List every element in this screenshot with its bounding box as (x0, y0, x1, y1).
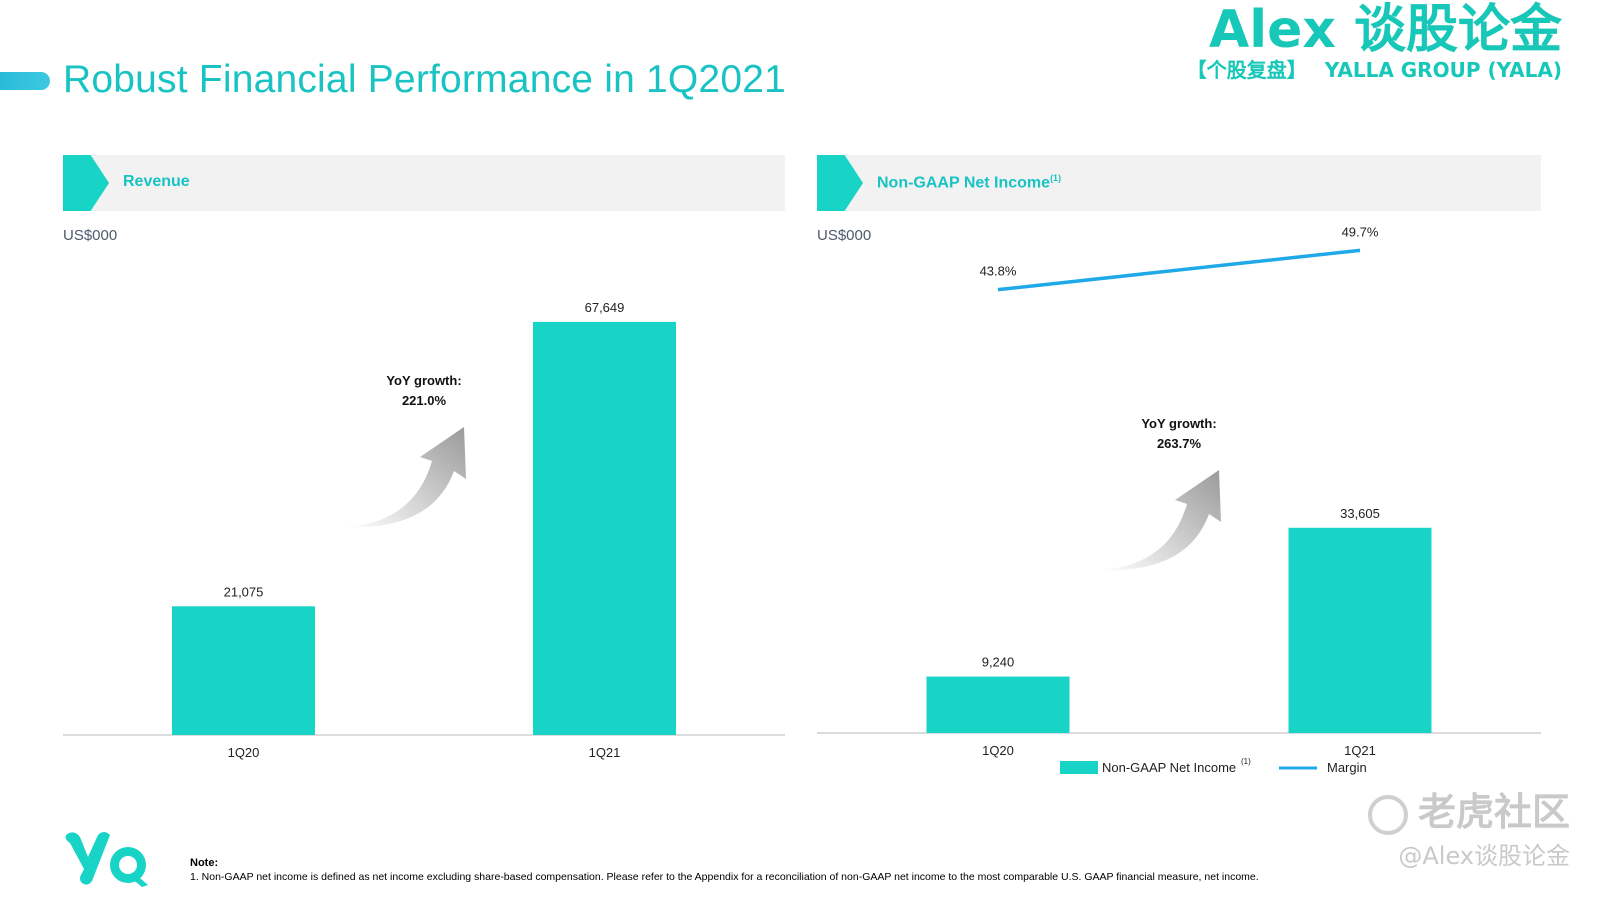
growth-arrow-icon (344, 427, 466, 528)
x-tick-label: 1Q21 (589, 745, 621, 760)
revenue-chart: 21,075 1Q20 67,649 1Q21 YoY growth: 221.0% (63, 300, 785, 760)
bar-value-label: 9,240 (982, 655, 1015, 670)
bar-1Q21 (533, 321, 676, 735)
legend-bar-swatch (1060, 761, 1098, 774)
revenue-panel-header: Revenue (63, 155, 785, 211)
footnote-text: 1. Non-GAAP net income is defined as net… (190, 871, 1259, 883)
chevron-icon (63, 155, 109, 211)
watermark-line2: @Alex谈股论金 (1398, 841, 1570, 870)
tiger-community-icon (1367, 794, 1408, 835)
x-tick-label: 1Q21 (1344, 743, 1376, 758)
revenue-unit-label: US$000 (63, 227, 118, 244)
brand-name: Alex 谈股论金 (1209, 0, 1562, 60)
yoy-growth-value: 263.7% (1157, 436, 1202, 451)
brand-subtitle-left: 【个股复盘】 (1186, 58, 1307, 82)
net-income-panel-header: Non-GAAP Net Income(1) (817, 155, 1541, 211)
brand-block: Alex 谈股论金 【个股复盘】 YALLA GROUP (YALA) (1169, 2, 1562, 82)
x-tick-label: 1Q20 (228, 745, 260, 760)
chevron-icon (817, 155, 863, 211)
bar-1Q20 (172, 606, 315, 735)
bar-value-label: 21,075 (224, 584, 264, 599)
yoy-growth-label: YoY growth: (386, 373, 461, 388)
watermark-line1: 老虎社区 (1417, 790, 1570, 834)
legend-line-label: Margin (1327, 760, 1367, 775)
margin-value-label: 43.8% (980, 264, 1017, 279)
legend-bar-footnote: (1) (1241, 757, 1251, 766)
bar-value-label: 67,649 (585, 300, 625, 315)
growth-arrow-icon (1099, 470, 1221, 571)
title-accent-bar (0, 72, 50, 90)
yoy-growth-label: YoY growth: (1141, 416, 1216, 431)
net-income-unit-label: US$000 (817, 227, 872, 244)
net-income-chart: 9,240 1Q20 33,605 1Q21 YoY growth: 263.7% 43.8… (817, 224, 1541, 775)
x-tick-label: 1Q20 (982, 743, 1014, 758)
net-income-panel-title: Non-GAAP Net Income(1) (877, 173, 1061, 192)
footnote-title: Note: (190, 857, 219, 869)
margin-line (997, 248, 1361, 292)
watermark: 老虎社区 @Alex谈股论金 (1367, 790, 1570, 871)
yalla-logo (65, 832, 148, 887)
bar-1Q21 (1288, 527, 1432, 733)
revenue-panel-title: Revenue (123, 173, 190, 190)
yoy-growth-value: 221.0% (402, 393, 447, 408)
bar-1Q20 (926, 676, 1070, 733)
legend-bar-label: Non-GAAP Net Income (1102, 760, 1236, 775)
bar-value-label: 33,605 (1340, 506, 1380, 521)
brand-subtitle: 【个股复盘】 YALLA GROUP (YALA) (1169, 58, 1562, 82)
page-title: Robust Financial Performance in 1Q2021 (63, 58, 786, 101)
net-income-panel-title-text: Non-GAAP Net Income (877, 174, 1051, 192)
net-income-panel-title-footnote: (1) (1050, 173, 1062, 183)
brand-subtitle-right: YALLA GROUP (YALA) (1324, 58, 1562, 82)
margin-value-label: 49.7% (1342, 224, 1379, 239)
